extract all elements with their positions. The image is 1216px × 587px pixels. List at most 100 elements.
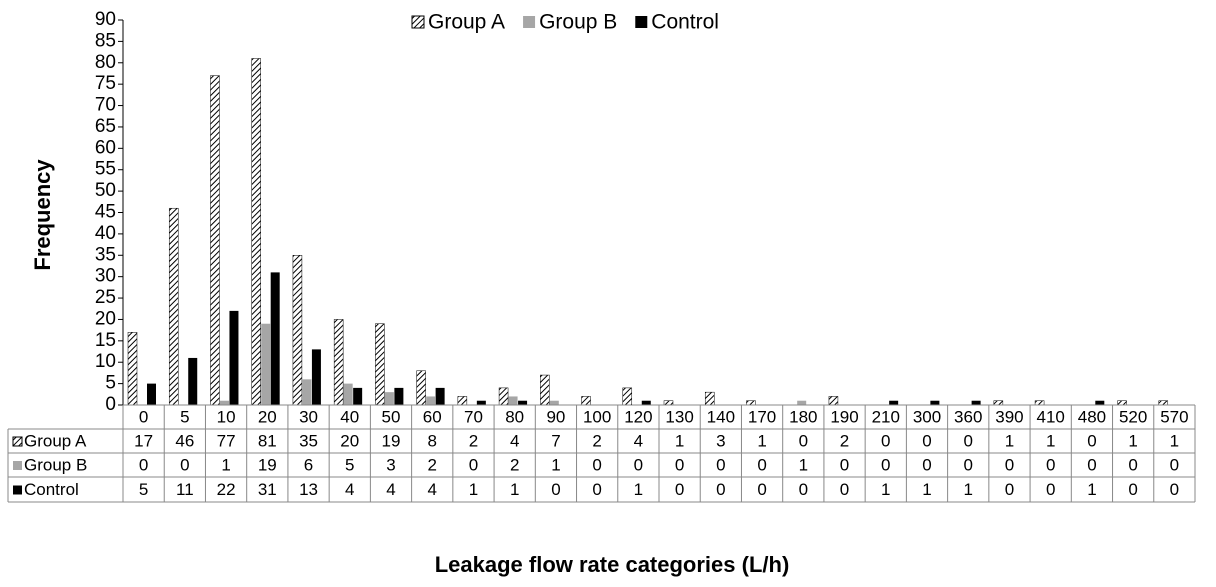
bar <box>930 400 940 405</box>
bar <box>1158 400 1169 406</box>
table-cell: 1 <box>1046 431 1055 450</box>
y-tick-label: 20 <box>95 308 116 329</box>
table-cell: 77 <box>217 431 236 450</box>
table-key <box>13 485 22 495</box>
table-cell: 1 <box>221 455 230 474</box>
x-tick-label: 410 <box>1037 407 1065 426</box>
table-cell: 1 <box>963 480 972 499</box>
table-cell: 2 <box>510 455 519 474</box>
table-cell: 1 <box>881 480 890 499</box>
x-tick-label: 190 <box>830 407 858 426</box>
legend-swatch <box>411 15 425 29</box>
table-cell: 0 <box>1005 455 1014 474</box>
x-tick-label: 300 <box>913 407 941 426</box>
bar <box>261 323 271 405</box>
table-key <box>13 461 22 470</box>
table-cell: 31 <box>258 480 277 499</box>
bar <box>229 310 239 405</box>
bar <box>498 387 509 406</box>
legend-label: Group B <box>539 11 617 34</box>
table-cell: 0 <box>675 455 684 474</box>
y-tick-label: 85 <box>95 30 116 51</box>
y-tick-label: 75 <box>95 73 116 94</box>
y-tick-label: 10 <box>95 351 116 372</box>
table-cell: 4 <box>427 480 436 499</box>
bar <box>622 387 633 406</box>
x-tick-label: 5 <box>180 407 189 426</box>
table-cell: 22 <box>217 480 236 499</box>
x-tick-label: 140 <box>707 407 735 426</box>
y-tick-label: 15 <box>95 330 116 351</box>
x-axis-title: Leakage flow rate categories (L/h) <box>435 552 790 577</box>
bar <box>549 400 559 405</box>
x-tick-label: 90 <box>546 407 565 426</box>
table-cell: 2 <box>840 431 849 450</box>
bar <box>1034 400 1045 406</box>
table-cell: 2 <box>592 431 601 450</box>
bar <box>746 400 756 406</box>
table-cell: 3 <box>386 455 395 474</box>
table-cell: 81 <box>258 431 277 450</box>
table-cell: 0 <box>1046 455 1055 474</box>
y-tick-label: 30 <box>95 266 116 287</box>
table-cell: 0 <box>1170 480 1179 499</box>
table-cell: 0 <box>634 455 643 474</box>
table-cell: 1 <box>510 480 519 499</box>
x-tick-label: 100 <box>583 407 611 426</box>
table-cell: 0 <box>592 455 601 474</box>
x-tick-label: 480 <box>1078 407 1106 426</box>
table-cell: 2 <box>427 455 436 474</box>
x-tick-label: 0 <box>139 407 148 426</box>
y-tick-label: 0 <box>105 394 116 415</box>
x-tick-label: 30 <box>299 407 318 426</box>
table-cell: 5 <box>139 480 148 499</box>
legend-label: Control <box>651 11 719 34</box>
table-row-label: Control <box>24 480 79 499</box>
bar <box>476 400 486 405</box>
table-cell: 19 <box>382 431 401 450</box>
table-cell: 5 <box>345 455 354 474</box>
table-cell: 0 <box>881 455 890 474</box>
table-cell: 0 <box>757 455 766 474</box>
bar <box>416 370 426 406</box>
table-cell: 1 <box>1087 480 1096 499</box>
bar <box>828 396 839 406</box>
bar <box>435 387 445 405</box>
table-cell: 4 <box>634 431 643 450</box>
y-tick-label: 5 <box>105 373 116 394</box>
table-cell: 0 <box>551 480 560 499</box>
table-cell: 35 <box>299 431 318 450</box>
table-row-label: Group A <box>24 431 87 450</box>
table-cell: 0 <box>840 480 849 499</box>
bar <box>333 319 344 406</box>
x-tick-label: 10 <box>217 407 236 426</box>
table-cell: 0 <box>675 480 684 499</box>
table-cell: 1 <box>1128 431 1137 450</box>
table-cell: 0 <box>716 480 725 499</box>
y-tick-label: 60 <box>95 137 116 158</box>
bar <box>147 383 156 405</box>
x-tick-label: 520 <box>1119 407 1147 426</box>
bar <box>704 391 715 406</box>
table-cell: 20 <box>340 431 359 450</box>
x-tick-label: 170 <box>748 407 776 426</box>
table-cell: 19 <box>258 455 277 474</box>
x-tick-label: 60 <box>423 407 442 426</box>
table-cell: 0 <box>716 455 725 474</box>
table-cell: 1 <box>634 480 643 499</box>
table-key <box>12 436 23 447</box>
table-cell: 7 <box>551 431 560 450</box>
y-tick-label: 25 <box>95 287 116 308</box>
table-cell: 1 <box>675 431 684 450</box>
table-cell: 0 <box>139 455 148 474</box>
bar <box>270 272 280 405</box>
bar <box>457 396 468 406</box>
table-cell: 0 <box>1128 455 1137 474</box>
bar <box>343 383 353 405</box>
x-tick-label: 70 <box>464 407 483 426</box>
bar <box>292 255 303 406</box>
bar <box>188 357 198 405</box>
bar <box>353 387 363 405</box>
table-cell: 0 <box>1128 480 1137 499</box>
table-cell: 2 <box>469 431 478 450</box>
